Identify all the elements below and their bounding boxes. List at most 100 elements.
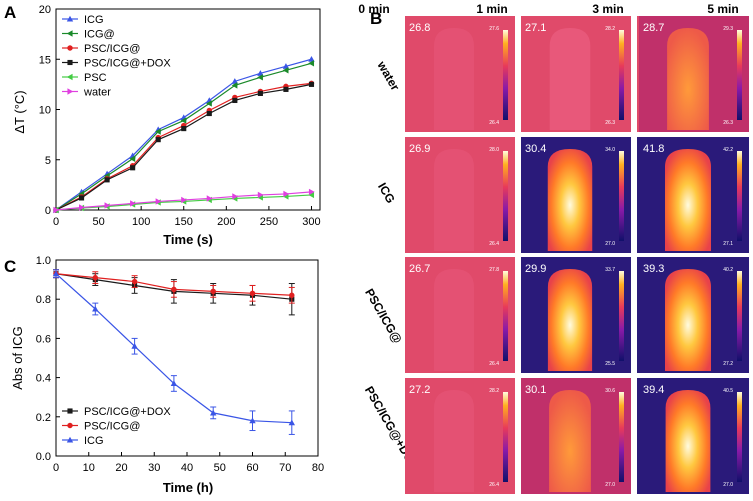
data-point-water [78, 204, 85, 211]
legend-marker [67, 88, 74, 95]
color-scale-bar [503, 271, 508, 361]
data-point-ICG@ [154, 128, 161, 135]
scale-max-label: 28.2 [605, 26, 615, 32]
tube-heat-region [547, 149, 593, 251]
x-tick-label: 10 [83, 462, 95, 474]
panel-label-b: B [370, 9, 382, 28]
data-point-ICG [288, 419, 295, 426]
legend-marker [67, 59, 73, 66]
legend-marker [67, 422, 73, 429]
temperature-reading: 39.4 [643, 384, 664, 396]
data-point-PSC/ICG@+DOX [257, 90, 263, 96]
panel-label-a: A [4, 3, 16, 22]
x-tick-label: 30 [148, 462, 160, 474]
legend-entry: PSC/ICG@+DOX [84, 58, 171, 70]
thermal-cell: 30.4 34.0 27.0 [521, 137, 631, 253]
x-tick-label: 60 [246, 462, 258, 474]
data-point-water [283, 190, 290, 198]
scale-max-label: 28.0 [489, 147, 499, 153]
row-label: ICG [375, 180, 398, 205]
x-tick-label: 150 [175, 216, 193, 228]
scale-max-label: 30.6 [605, 388, 615, 394]
scale-max-label: 33.7 [605, 267, 615, 273]
data-point-PSC/ICG@ [210, 288, 216, 295]
color-scale-bar [503, 392, 508, 482]
scale-min-label: 25.5 [605, 361, 615, 367]
tube-heat-region [434, 269, 474, 371]
x-tick-label: 100 [132, 216, 150, 228]
legend-entry: ICG@ [84, 29, 115, 41]
data-point-ICG [249, 417, 256, 424]
tube-heat-region [667, 28, 709, 130]
scale-max-label: 42.2 [723, 147, 733, 153]
chart-a-temperature: 0 50 100 150 200 250 300 0 5 10 15 20 ICG ICG@ PSC/IC… [12, 4, 321, 247]
column-header: 5 min [707, 2, 738, 16]
temperature-reading: 30.4 [525, 143, 546, 155]
tube-heat-region [434, 149, 474, 251]
data-point-water [232, 193, 239, 200]
color-scale-bar [503, 151, 508, 241]
scale-max-label: 29.3 [723, 26, 733, 32]
legend-entry: PSC/ICG@+DOX [84, 406, 171, 418]
data-point-PSC/ICG@ [289, 292, 295, 298]
scale-min-label: 27.1 [723, 241, 733, 247]
x-tick-label: 50 [92, 216, 104, 228]
data-point-water [308, 188, 315, 196]
chart-a-ylabel: ΔT (°C) [12, 90, 27, 133]
data-point-ICG@ [129, 155, 136, 162]
chart-c-ylabel: Abs of ICG [10, 326, 25, 390]
color-scale-bar [737, 392, 742, 482]
column-header: 3 min [592, 2, 623, 16]
y-tick-label: 0.8 [36, 294, 51, 306]
data-point-PSC/ICG@+DOX [104, 177, 110, 183]
legend-marker [66, 30, 73, 37]
thermal-cell: 26.7 27.8 26.4 [405, 257, 515, 373]
row-label: PSC/ICG@ [362, 286, 405, 346]
legend-marker [67, 45, 73, 51]
x-tick-label: 80 [312, 462, 324, 474]
x-tick-label: 0 [53, 462, 59, 474]
legend-marker [66, 15, 74, 22]
series-line-PSC/ICG@ [55, 82, 312, 211]
chart-c-absorbance: 0 10 20 30 40 50 60 70 80 0.0 0.2 0.4 0.6 0.8 1.0 PSC/… [10, 255, 324, 495]
y-tick-label: 20 [39, 4, 51, 16]
chart-c-legend: PSC/ICG@+DOX PSC/ICG@ ICG [62, 406, 171, 447]
legend-entry: PSC/ICG@ [84, 421, 140, 433]
temperature-reading: 26.7 [409, 263, 430, 275]
tube-heat-region [549, 28, 591, 130]
data-point-water [104, 202, 111, 209]
scale-min-label: 26.4 [489, 361, 499, 367]
thermal-cell: 27.2 28.2 26.4 [405, 378, 515, 494]
scale-max-label: 34.0 [605, 147, 615, 153]
y-tick-label: 0 [45, 205, 51, 217]
data-point-PSC/ICG@+DOX [232, 97, 238, 104]
x-tick-label: 250 [260, 216, 278, 228]
scale-max-label: 40.2 [723, 267, 733, 273]
data-point-ICG@ [180, 117, 187, 124]
data-point-ICG [257, 70, 264, 76]
data-point-PSC/ICG@+DOX [181, 126, 187, 132]
scale-min-label: 27.2 [723, 361, 733, 367]
tube-heat-region [547, 269, 593, 371]
data-point-PSC/ICG@+DOX [130, 165, 136, 171]
scale-min-label: 26.4 [489, 241, 499, 247]
y-tick-label: 5 [45, 155, 51, 167]
temperature-reading: 29.9 [525, 263, 546, 275]
temperature-reading: 28.7 [643, 22, 664, 34]
chart-a-legend: ICG ICG@ PSC/ICG@ PSC/ICG@+DOX PSC water [62, 14, 171, 99]
data-point-PSC/ICG@+DOX [206, 110, 212, 117]
y-tick-label: 0.2 [36, 412, 51, 424]
thermal-cell: 30.1 30.6 27.0 [521, 378, 631, 494]
legend-entry: ICG [84, 435, 104, 447]
scale-min-label: 26.3 [723, 120, 733, 126]
data-point-ICG [170, 380, 178, 387]
y-tick-label: 0.6 [36, 333, 51, 345]
row-label: water [374, 58, 402, 93]
legend-marker [66, 73, 73, 81]
scale-min-label: 26.4 [489, 120, 499, 126]
tube-heat-region [549, 390, 591, 492]
thermal-image-grid: 0 min 1 min 3 min 5 min waterICGPSC/ICG@PSC… [358, 2, 749, 494]
thermal-cell: 29.9 33.7 25.5 [521, 257, 631, 373]
temperature-reading: 39.3 [643, 263, 664, 275]
